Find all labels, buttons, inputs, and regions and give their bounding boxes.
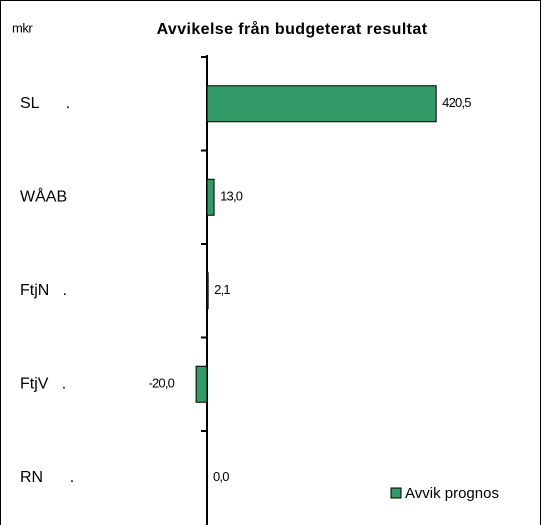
legend-label: Avvik prognos [405,485,499,502]
data-label: 420,5 [442,95,471,110]
data-label: 13,0 [220,189,243,204]
category-label: FtjV . [20,375,66,392]
data-label: 0,0 [213,469,229,484]
data-label: -20,0 [148,376,174,391]
chart-title: Avvikelse från budgeterat resultat [157,20,428,38]
bar [206,85,437,123]
category-label: SL . [20,95,70,112]
category-label: FtjN . [20,282,67,299]
legend-swatch [390,487,402,499]
data-label: 2,1 [214,282,230,297]
category-label: WÅAB [20,186,67,205]
category-label: RN . [20,469,74,486]
bar [195,365,208,403]
bar [206,178,215,216]
unit-label: mkr [12,20,33,35]
bar [206,272,209,310]
